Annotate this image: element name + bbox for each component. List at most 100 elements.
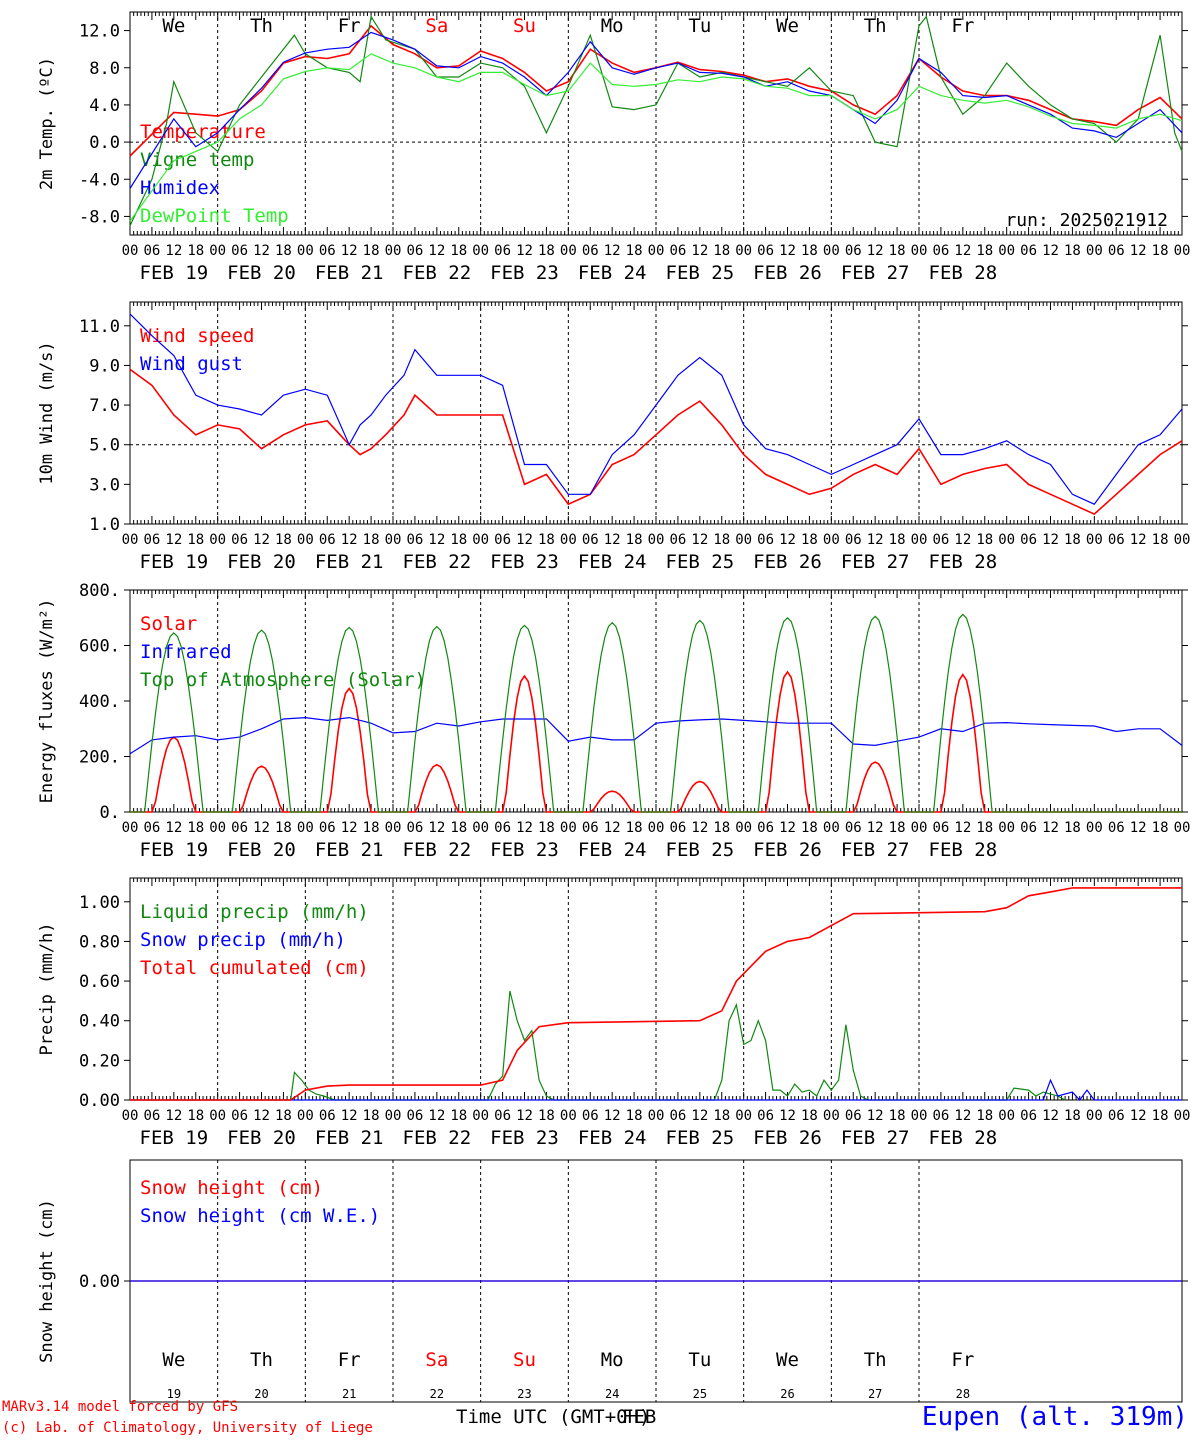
date-label: FEB 25 (666, 551, 735, 573)
x-tick-label: 18 (187, 243, 204, 259)
x-tick-label: 12 (954, 1108, 971, 1124)
x-tick-label: 06 (932, 243, 949, 259)
x-tick-label: 12 (1130, 243, 1147, 259)
x-tick-label: 06 (494, 532, 511, 548)
x-tick-label: 18 (1064, 243, 1081, 259)
x-tick-label: 00 (209, 532, 226, 548)
x-tick-label: 18 (538, 1108, 555, 1124)
weekday-label: Fr (338, 15, 361, 37)
x-tick-label: 06 (669, 532, 686, 548)
day-number: 26 (780, 1387, 794, 1401)
x-tick-label: 00 (297, 820, 314, 836)
x-tick-label: 12 (253, 1108, 270, 1124)
weekday-label: Su (513, 1349, 536, 1371)
x-tick-label: 06 (143, 820, 160, 836)
x-tick-label: 12 (341, 243, 358, 259)
date-label: FEB 20 (227, 262, 296, 284)
legend-entry: Total cumulated (cm) (140, 957, 369, 979)
x-tick-label: 00 (122, 532, 139, 548)
y-tick-label: 0. (100, 803, 120, 823)
series-line (130, 1078, 1182, 1101)
run-label: run: 2025021912 (1005, 210, 1168, 231)
y-axis-label: 10m Wind (m/s) (37, 341, 57, 484)
x-tick-label: 12 (428, 1108, 445, 1124)
x-tick-label: 18 (1152, 820, 1169, 836)
x-tick-label: 06 (757, 1108, 774, 1124)
x-tick-label: 00 (385, 243, 402, 259)
series-line (129, 14, 1183, 226)
x-tick-label: 06 (845, 820, 862, 836)
y-tick-label: 7.0 (89, 396, 120, 416)
x-tick-label: 12 (779, 820, 796, 836)
x-tick-label: 18 (363, 243, 380, 259)
x-tick-label: 18 (801, 243, 818, 259)
x-tick-label: 06 (1108, 820, 1125, 836)
date-label: FEB 20 (227, 551, 296, 573)
y-tick-label: 3.0 (89, 475, 120, 495)
x-tick-label: 06 (494, 820, 511, 836)
x-tick-label: 12 (779, 532, 796, 548)
x-tick-label: 12 (691, 243, 708, 259)
x-tick-label: 18 (713, 820, 730, 836)
y-tick-label: 12.0 (79, 22, 120, 42)
x-tick-label: 12 (253, 532, 270, 548)
x-tick-label: 18 (450, 820, 467, 836)
y-tick-label: 8.0 (89, 59, 120, 79)
x-tick-label: 12 (428, 532, 445, 548)
x-tick-label: 06 (932, 820, 949, 836)
x-tick-label: 18 (275, 532, 292, 548)
credit-line-1: MARv3.14 model forced by GFS (2, 1399, 239, 1415)
x-tick-label: 18 (450, 1108, 467, 1124)
x-tick-label: 18 (538, 243, 555, 259)
date-label: FEB 20 (227, 839, 296, 861)
series-line (129, 368, 1183, 516)
x-tick-label: 12 (253, 820, 270, 836)
x-tick-label: 12 (165, 243, 182, 259)
date-label: FEB 24 (578, 551, 647, 573)
x-tick-label: 18 (626, 820, 643, 836)
x-tick-label: 18 (713, 532, 730, 548)
y-tick-label: 1.0 (89, 515, 120, 535)
weekday-label: We (162, 1349, 185, 1371)
x-tick-label: 12 (604, 820, 621, 836)
x-tick-label: 06 (845, 532, 862, 548)
weekday-label: Th (864, 15, 887, 37)
legend-entry: DewPoint Temp (140, 205, 289, 227)
y-tick-label: -4.0 (79, 170, 120, 190)
legend-entry: Wind speed (140, 325, 254, 347)
x-tick-label: 00 (1086, 532, 1103, 548)
x-tick-label: 18 (713, 243, 730, 259)
x-tick-label: 12 (428, 243, 445, 259)
date-label: FEB 25 (666, 839, 735, 861)
x-tick-label: 00 (297, 532, 314, 548)
x-tick-label: 06 (494, 243, 511, 259)
x-tick-label: 18 (626, 1108, 643, 1124)
x-tick-label: 18 (450, 243, 467, 259)
x-tick-label: 18 (275, 820, 292, 836)
x-tick-label: 06 (1020, 532, 1037, 548)
legend-entry: Temperature (140, 121, 266, 143)
date-label: FEB 28 (929, 262, 998, 284)
x-tick-label: 00 (209, 1108, 226, 1124)
x-tick-label: 00 (1174, 820, 1191, 836)
weekday-label: Tu (688, 1349, 711, 1371)
y-tick-label: 600. (79, 637, 120, 657)
x-tick-label: 00 (472, 1108, 489, 1124)
x-tick-label: 18 (889, 1108, 906, 1124)
panel-frame (129, 11, 1183, 236)
x-tick-label: 00 (998, 243, 1015, 259)
x-tick-label: 06 (319, 532, 336, 548)
y-tick-label: 400. (79, 692, 120, 712)
x-axis-title: Time UTC (GMT+0H) (456, 1406, 651, 1428)
date-label: FEB 24 (578, 262, 647, 284)
weekday-label: Th (250, 1349, 273, 1371)
y-tick-label: 0.00 (79, 1091, 120, 1111)
y-tick-label: 9.0 (89, 356, 120, 376)
y-tick-label: 0.0 (89, 133, 120, 153)
weekday-label: Su (513, 15, 536, 37)
weekday-label: Mo (601, 15, 624, 37)
series-line (130, 887, 1182, 1101)
x-tick-label: 06 (582, 820, 599, 836)
x-tick-label: 12 (604, 243, 621, 259)
date-label: FEB 26 (753, 551, 822, 573)
